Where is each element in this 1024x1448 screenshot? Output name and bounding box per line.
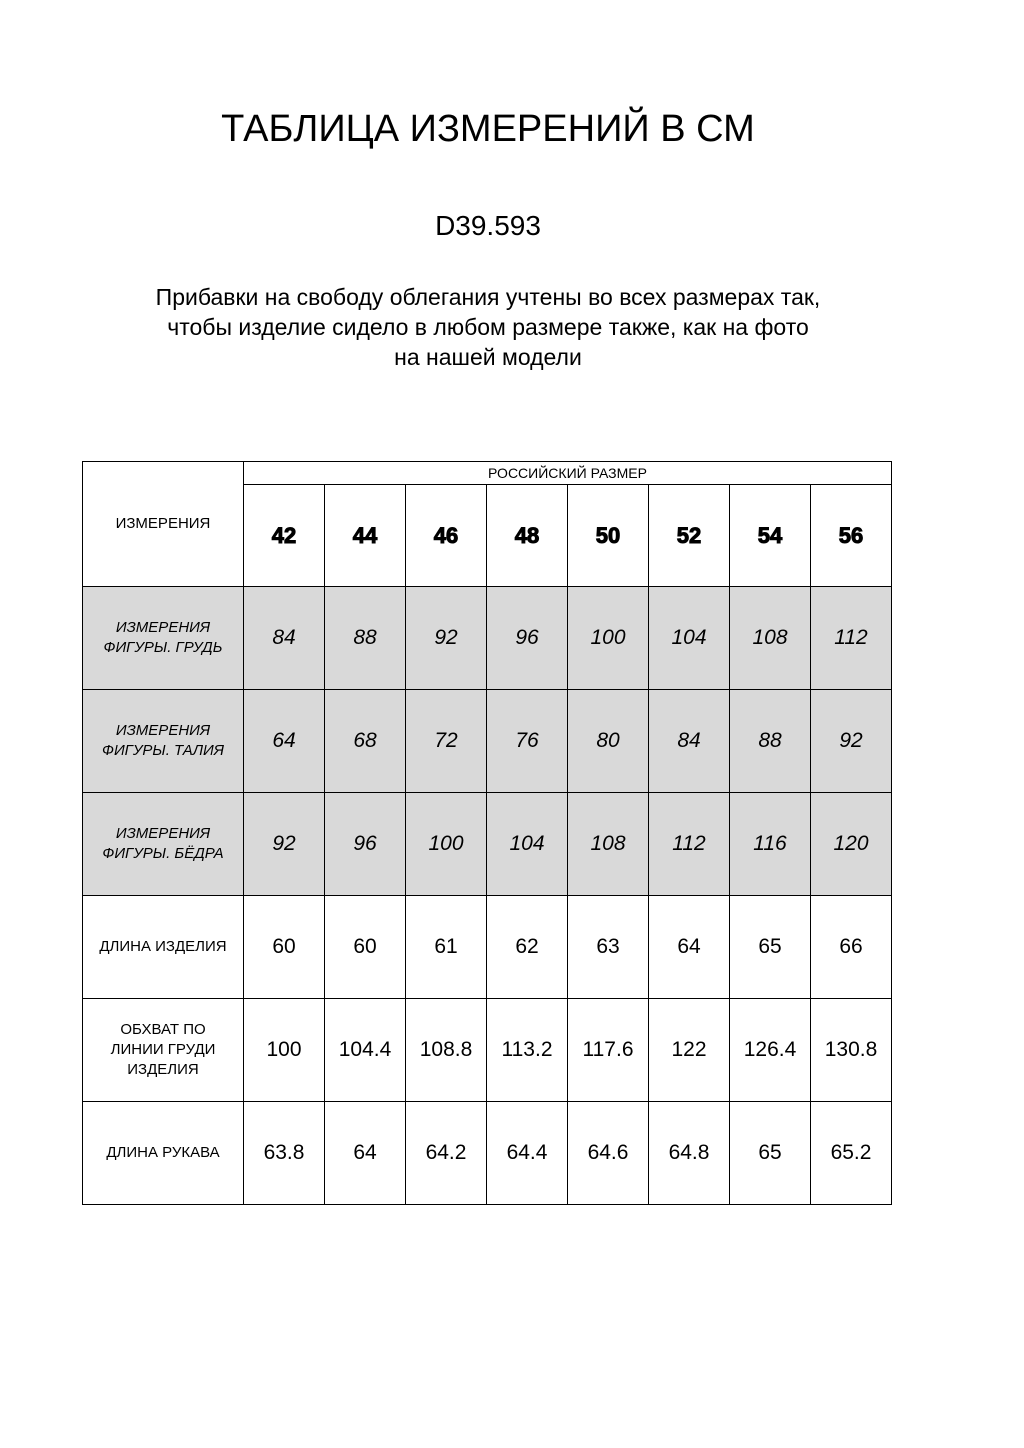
size-header: 42 [243,484,325,587]
table-cell: 84 [243,586,325,690]
table-cell: 60 [243,895,325,999]
note-line: чтобы изделие сидело в любом размере так… [167,314,809,340]
table-cell: 108.8 [405,998,487,1102]
group-header: РОССИЙСКИЙ РАЗМЕР [243,461,892,485]
row-label: ДЛИНА ИЗДЕЛИЯ [82,895,244,999]
table-cell: 122 [648,998,730,1102]
table-cell: 104.4 [324,998,406,1102]
table-cell: 64.6 [567,1101,649,1205]
row-label-line: ЛИНИИ ГРУДИ [110,1041,216,1058]
table-row: ДЛИНА ИЗДЕЛИЯ 60 60 61 62 63 64 65 66 [82,895,892,999]
size-header: 56 [810,484,892,587]
row-label: ИЗМЕРЕНИЯ ФИГУРЫ. БЁДРА [82,792,244,896]
row-label: ОБХВАТ ПО ЛИНИИ ГРУДИ ИЗДЕЛИЯ [82,998,244,1102]
row-label-line: ИЗМЕРЕНИЯ [115,722,211,739]
table-cell: 96 [486,586,568,690]
table-cell: 65 [729,895,811,999]
table-cell: 100 [567,586,649,690]
row-label: ИЗМЕРЕНИЯ ФИГУРЫ. ТАЛИЯ [82,689,244,793]
table-cell: 72 [405,689,487,793]
table-cell: 108 [567,792,649,896]
table-cell: 66 [810,895,892,999]
table-row: ИЗМЕРЕНИЯ ФИГУРЫ. ТАЛИЯ 64 68 72 76 80 84 88 92 [82,689,892,793]
table-cell: 108 [729,586,811,690]
table-cell: 130.8 [810,998,892,1102]
row-label-line: ИЗДЕЛИЯ [127,1061,199,1078]
size-header: 52 [648,484,730,587]
table-cell: 64.8 [648,1101,730,1205]
note-line: Прибавки на свободу облегания учтены во … [155,284,821,310]
table-cell: 88 [324,586,406,690]
page-title: ТАБЛИЦА ИЗМЕРЕНИЙ В СМ [221,108,755,150]
row-label-line: ФИГУРЫ. БЁДРА [102,845,224,862]
product-code: D39.593 [435,210,541,241]
table-cell: 104 [648,586,730,690]
table-cell: 96 [324,792,406,896]
table-cell: 104 [486,792,568,896]
row-label-line: ДЛИНА ИЗДЕЛИЯ [99,938,227,955]
table-cell: 126.4 [729,998,811,1102]
size-header: 44 [324,484,406,587]
table-cell: 64 [648,895,730,999]
row-label-line: ФИГУРЫ. ГРУДЬ [103,639,223,656]
row-label-line: ДЛИНА РУКАВА [106,1144,220,1161]
fit-note: Прибавки на свободу облегания учтены во … [0,282,976,372]
corner-header: ИЗМЕРЕНИЯ [82,461,244,587]
table-cell: 63 [567,895,649,999]
size-header: 50 [567,484,649,587]
table-row: ИЗМЕРЕНИЯ ФИГУРЫ. БЁДРА 92 96 100 104 108 112 11… [82,792,892,896]
table-cell: 100 [405,792,487,896]
row-label-line: ИЗМЕРЕНИЯ [115,619,211,636]
row-label-line: ФИГУРЫ. ТАЛИЯ [102,742,224,759]
row-label: ИЗМЕРЕНИЯ ФИГУРЫ. ГРУДЬ [82,586,244,690]
row-label-line: ИЗМЕРЕНИЯ [115,825,211,842]
table-cell: 92 [810,689,892,793]
table-cell: 64.2 [405,1101,487,1205]
table-cell: 120 [810,792,892,896]
table-cell: 116 [729,792,811,896]
table-cell: 76 [486,689,568,793]
table-row: ИЗМЕРЕНИЯ ФИГУРЫ. ГРУДЬ 84 88 92 96 100 104 108 1… [82,586,892,690]
table-cell: 112 [648,792,730,896]
table-cell: 112 [810,586,892,690]
row-label: ДЛИНА РУКАВА [82,1101,244,1205]
size-header: 46 [405,484,487,587]
table-cell: 92 [243,792,325,896]
table-cell: 92 [405,586,487,690]
row-label-line: ОБХВАТ ПО [120,1021,206,1038]
table-cell: 84 [648,689,730,793]
table-row: ОБХВАТ ПО ЛИНИИ ГРУДИ ИЗДЕЛИЯ 100 104.4 108.8… [82,998,892,1102]
table-cell: 100 [243,998,325,1102]
size-table: ИЗМЕРЕНИЯ РОССИЙСКИЙ РАЗМЕР 42 44 46 48 50 52… [82,461,892,1205]
table-row: ДЛИНА РУКАВА 63.8 64 64.2 64.4 64.6 64.8 65 65.2 [82,1101,892,1205]
table-cell: 88 [729,689,811,793]
table-cell: 64.4 [486,1101,568,1205]
table-cell: 63.8 [243,1101,325,1205]
table-cell: 113.2 [486,998,568,1102]
table-cell: 64 [243,689,325,793]
table-cell: 80 [567,689,649,793]
table-cell: 65 [729,1101,811,1205]
table-cell: 60 [324,895,406,999]
table-cell: 68 [324,689,406,793]
table-cell: 62 [486,895,568,999]
table-cell: 64 [324,1101,406,1205]
size-header: 54 [729,484,811,587]
note-line: на нашей модели [394,344,582,370]
table-cell: 61 [405,895,487,999]
size-header: 48 [486,484,568,587]
table-cell: 65.2 [810,1101,892,1205]
table-cell: 117.6 [567,998,649,1102]
